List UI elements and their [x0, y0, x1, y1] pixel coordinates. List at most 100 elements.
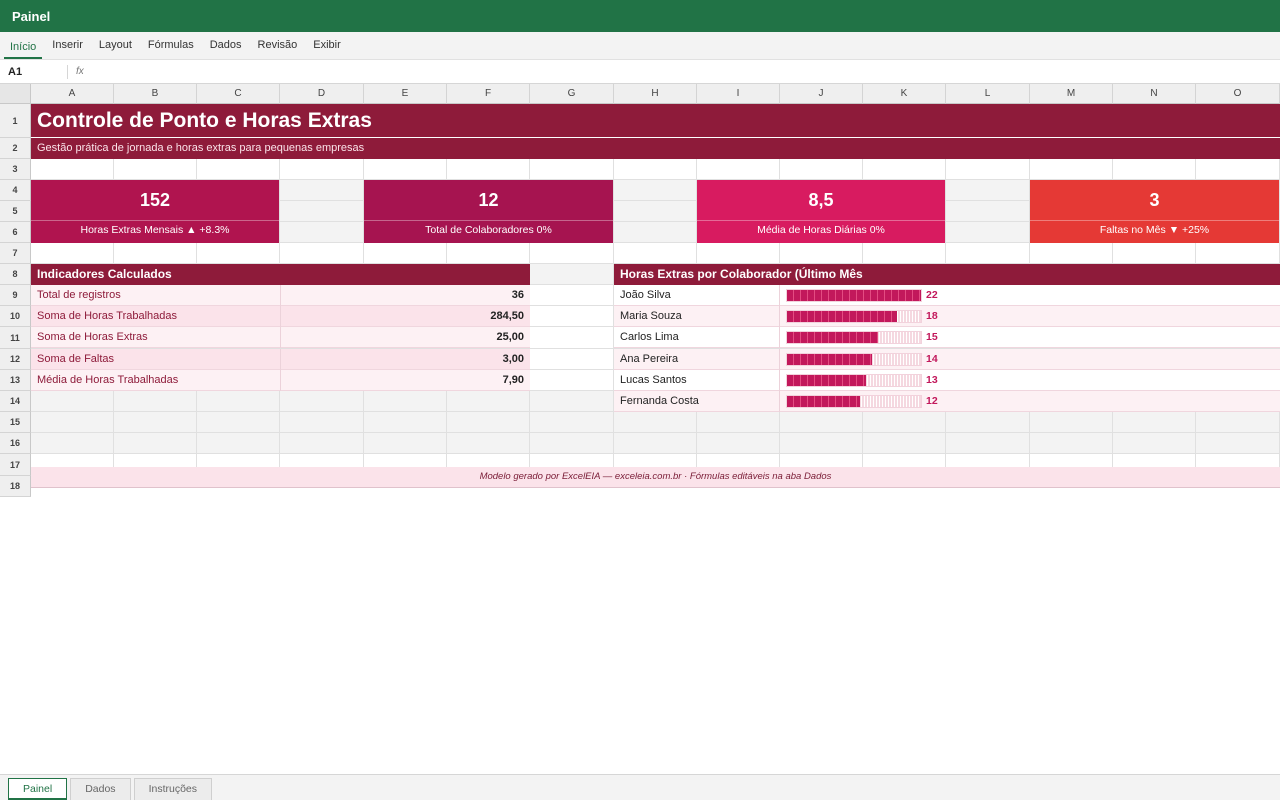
- cell[interactable]: [530, 306, 614, 327]
- column-header-g[interactable]: G: [530, 84, 614, 104]
- column-header-d[interactable]: D: [280, 84, 364, 104]
- row-header-7[interactable]: 7: [0, 243, 31, 264]
- ribbon-tab-inicio[interactable]: Início: [4, 41, 43, 59]
- cell[interactable]: [530, 159, 614, 180]
- cell[interactable]: [447, 243, 530, 264]
- cell[interactable]: [31, 433, 114, 454]
- cell[interactable]: [1113, 412, 1196, 433]
- cell[interactable]: [447, 159, 530, 180]
- column-header-k[interactable]: K: [863, 84, 946, 104]
- cell[interactable]: [1030, 433, 1113, 454]
- column-header-e[interactable]: E: [364, 84, 447, 104]
- cell[interactable]: [280, 180, 364, 201]
- name-box[interactable]: A1: [0, 64, 68, 79]
- cell[interactable]: [197, 391, 280, 412]
- column-header-h[interactable]: H: [614, 84, 697, 104]
- row-header-10[interactable]: 10: [0, 306, 31, 327]
- cell[interactable]: [1196, 243, 1280, 264]
- row-header-14[interactable]: 14: [0, 391, 31, 412]
- cell[interactable]: [114, 243, 197, 264]
- cell[interactable]: [114, 412, 197, 433]
- cell[interactable]: [280, 412, 364, 433]
- cell[interactable]: [697, 243, 780, 264]
- cell[interactable]: [280, 391, 364, 412]
- cell[interactable]: [114, 391, 197, 412]
- cell[interactable]: [614, 412, 697, 433]
- cell[interactable]: [530, 243, 614, 264]
- cell[interactable]: [280, 222, 364, 243]
- cell[interactable]: [364, 159, 447, 180]
- cell[interactable]: [1196, 412, 1280, 433]
- row-header-12[interactable]: 12: [0, 349, 31, 370]
- column-header-l[interactable]: L: [946, 84, 1030, 104]
- cell[interactable]: [1030, 412, 1113, 433]
- row-header-17[interactable]: 17: [0, 454, 31, 476]
- cell[interactable]: [114, 433, 197, 454]
- cell[interactable]: [780, 243, 863, 264]
- cell[interactable]: [447, 433, 530, 454]
- cell[interactable]: [530, 327, 614, 349]
- row-header-4[interactable]: 4: [0, 180, 31, 201]
- row-header-2[interactable]: 2: [0, 138, 31, 159]
- cell[interactable]: [946, 412, 1030, 433]
- sheet-tab-painel[interactable]: Painel: [8, 778, 68, 800]
- cell[interactable]: [197, 243, 280, 264]
- cell[interactable]: [447, 412, 530, 433]
- cell[interactable]: [946, 159, 1030, 180]
- column-header-o[interactable]: O: [1196, 84, 1280, 104]
- cell[interactable]: [863, 243, 946, 264]
- column-header-n[interactable]: N: [1113, 84, 1196, 104]
- sheet-tab-instrucoes[interactable]: Instruções: [133, 778, 213, 800]
- ribbon-tab-inserir[interactable]: Inserir: [52, 39, 83, 51]
- cell[interactable]: [1113, 243, 1196, 264]
- cell[interactable]: [31, 243, 114, 264]
- cell[interactable]: [1030, 159, 1113, 180]
- cell[interactable]: [614, 433, 697, 454]
- cell[interactable]: [530, 285, 614, 306]
- row-header-1[interactable]: 1: [0, 104, 31, 138]
- cell[interactable]: [31, 159, 114, 180]
- cell[interactable]: [780, 159, 863, 180]
- cell[interactable]: [530, 349, 614, 370]
- sheet-tab-dados[interactable]: Dados: [70, 778, 131, 800]
- cell[interactable]: [530, 433, 614, 454]
- cell[interactable]: [1030, 243, 1113, 264]
- cell[interactable]: [280, 433, 364, 454]
- cell[interactable]: [114, 159, 197, 180]
- column-header-i[interactable]: I: [697, 84, 780, 104]
- cell[interactable]: [280, 201, 364, 222]
- cell[interactable]: [780, 412, 863, 433]
- cell[interactable]: [364, 391, 447, 412]
- row-header-18[interactable]: 18: [0, 476, 31, 497]
- cell[interactable]: [614, 201, 697, 222]
- cell[interactable]: [197, 412, 280, 433]
- cell[interactable]: [1196, 433, 1280, 454]
- cell[interactable]: [697, 159, 780, 180]
- cell[interactable]: [364, 243, 447, 264]
- cell[interactable]: [364, 433, 447, 454]
- cell[interactable]: [614, 159, 697, 180]
- cell[interactable]: [197, 433, 280, 454]
- ribbon-tab-revisao[interactable]: Revisão: [257, 39, 298, 51]
- cell[interactable]: [614, 222, 697, 243]
- cell[interactable]: [697, 433, 780, 454]
- cell[interactable]: [364, 412, 447, 433]
- cell[interactable]: [863, 159, 946, 180]
- column-header-c[interactable]: C: [197, 84, 280, 104]
- cell[interactable]: [697, 412, 780, 433]
- cell[interactable]: [946, 243, 1030, 264]
- cell[interactable]: [614, 180, 697, 201]
- column-header-m[interactable]: M: [1030, 84, 1113, 104]
- cell[interactable]: [530, 412, 614, 433]
- row-header-3[interactable]: 3: [0, 159, 31, 180]
- row-header-8[interactable]: 8: [0, 264, 31, 285]
- cell[interactable]: [530, 264, 614, 285]
- cell[interactable]: [31, 412, 114, 433]
- formula-input[interactable]: [84, 60, 1280, 83]
- cell[interactable]: [280, 159, 364, 180]
- cell[interactable]: [1113, 433, 1196, 454]
- row-header-9[interactable]: 9: [0, 285, 31, 306]
- cell[interactable]: [946, 201, 1030, 222]
- column-header-a[interactable]: A: [31, 84, 114, 104]
- ribbon-tab-exibir[interactable]: Exibir: [313, 39, 341, 51]
